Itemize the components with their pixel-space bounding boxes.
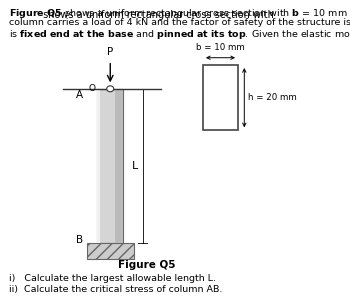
Text: h = 20 mm: h = 20 mm bbox=[248, 93, 297, 102]
Circle shape bbox=[107, 86, 114, 92]
Text: $\mathbf{Figure\ Q5}$ shows a uniform rectangular cross section with $\mathbf{b}: $\mathbf{Figure\ Q5}$ shows a uniform re… bbox=[9, 7, 350, 20]
Bar bbox=[116, 89, 123, 243]
Text: P: P bbox=[107, 47, 113, 57]
Text: b = 10 mm: b = 10 mm bbox=[196, 43, 245, 52]
Bar bbox=[87, 243, 134, 259]
Text: O: O bbox=[88, 84, 95, 93]
Text: Figure Q5: Figure Q5 bbox=[118, 260, 176, 270]
Text: B: B bbox=[76, 235, 83, 245]
Text: ii)  Calculate the critical stress of column AB.: ii) Calculate the critical stress of col… bbox=[9, 285, 222, 294]
Text: column carries a load of 4 kN and the factor of safety of the structure is 3. No: column carries a load of 4 kN and the fa… bbox=[9, 18, 350, 27]
Text: is $\mathbf{fixed\ end\ at\ the\ base}$ and $\mathbf{pinned\ at\ its\ top}$. Giv: is $\mathbf{fixed\ end\ at\ the\ base}$ … bbox=[9, 28, 350, 41]
Bar bbox=[203, 65, 238, 130]
Text: shows a uniform rectangular cross section with: shows a uniform rectangular cross sectio… bbox=[40, 10, 277, 20]
Bar bbox=[97, 89, 124, 243]
Bar bbox=[97, 89, 100, 243]
Text: L: L bbox=[132, 161, 138, 171]
Text: A: A bbox=[76, 90, 83, 100]
Text: i)   Calculate the largest allowable length L.: i) Calculate the largest allowable lengt… bbox=[9, 274, 216, 283]
